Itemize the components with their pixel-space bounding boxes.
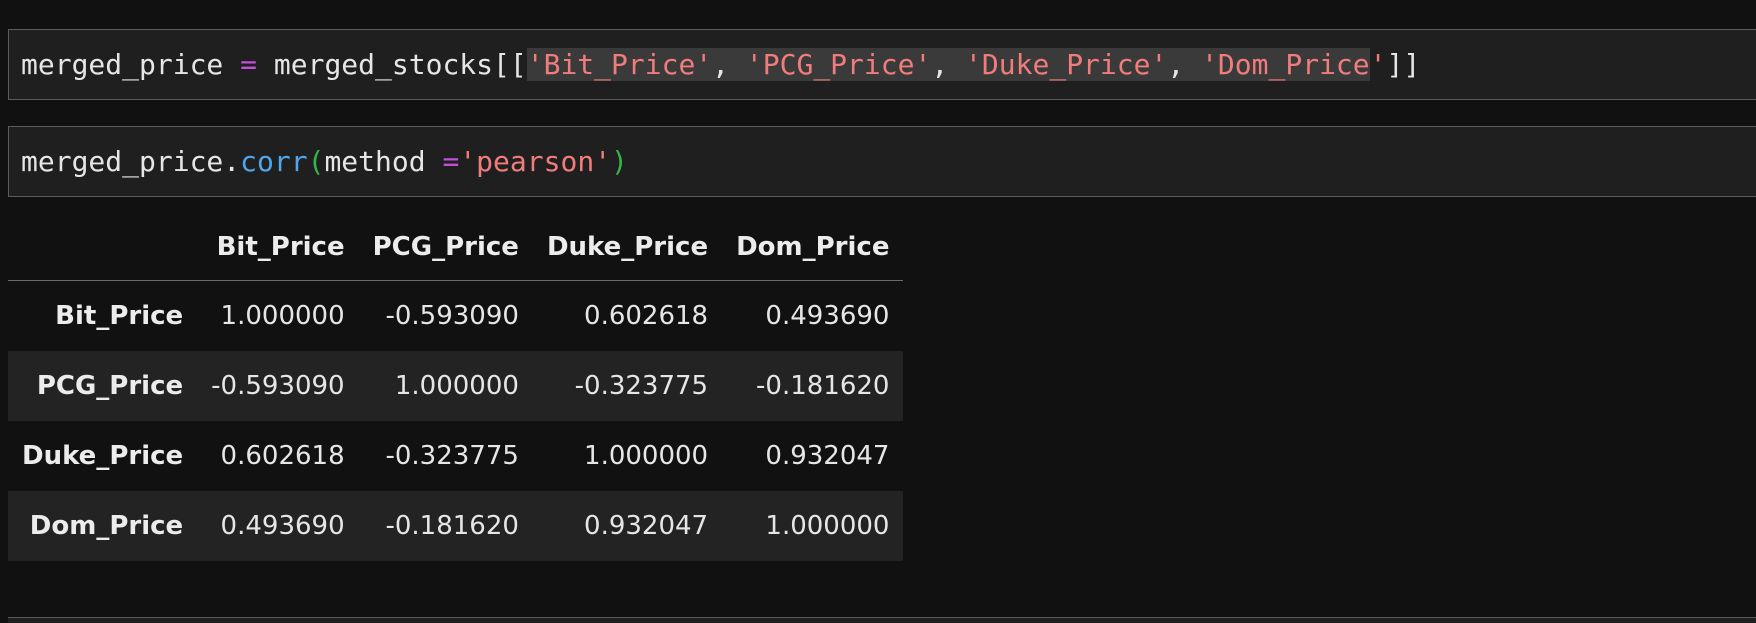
table-cell: -0.181620 bbox=[756, 371, 890, 401]
code-token: merged_price bbox=[21, 48, 241, 81]
code-line-1[interactable]: merged_price = merged_stocks[['Bit_Price… bbox=[21, 48, 1420, 82]
code-token: 'Duke_Price' bbox=[965, 48, 1168, 81]
table-cell: 1.000000 bbox=[220, 301, 345, 331]
code-token: 'pearson' bbox=[459, 145, 612, 178]
code-token: merged_stocks[[ bbox=[257, 48, 527, 81]
table-cell: 1.000000 bbox=[584, 441, 709, 471]
code-token: = bbox=[240, 48, 258, 81]
table-cell: -0.593090 bbox=[385, 301, 519, 331]
code-token: ( bbox=[307, 145, 325, 178]
table-cell: 0.493690 bbox=[765, 301, 890, 331]
table-cell: 0.602618 bbox=[584, 301, 709, 331]
code-token: , bbox=[931, 48, 966, 81]
table-cell: -0.593090 bbox=[211, 371, 345, 401]
table-row: Duke_Price 0.602618 -0.323775 1.000000 0… bbox=[8, 421, 903, 491]
table-cell: -0.323775 bbox=[385, 441, 519, 471]
table-row: Dom_Price 0.493690 -0.181620 0.932047 1.… bbox=[8, 491, 904, 561]
code-cell-1[interactable]: merged_price = merged_stocks[['Bit_Price… bbox=[8, 29, 1756, 100]
table-cell: 0.493690 bbox=[220, 511, 345, 541]
column-header: Bit_Price bbox=[197, 213, 359, 281]
table-row: Bit_Price 1.000000 -0.593090 0.602618 0.… bbox=[8, 281, 903, 352]
code-token: corr bbox=[240, 145, 308, 178]
table-cell: 0.602618 bbox=[220, 441, 345, 471]
correlation-table: Bit_Price PCG_Price Duke_Price Dom_Price… bbox=[8, 213, 904, 561]
column-header: PCG_Price bbox=[358, 213, 533, 281]
column-header: Duke_Price bbox=[532, 213, 723, 281]
table-cell: 1.000000 bbox=[394, 371, 519, 401]
table-cell: -0.181620 bbox=[385, 511, 519, 541]
table-cell: 1.000000 bbox=[765, 511, 890, 541]
table-cell: -0.323775 bbox=[574, 371, 709, 401]
code-token: 'Dom_Price bbox=[1201, 48, 1370, 81]
table-cell: 0.932047 bbox=[584, 511, 709, 541]
table-header-row: Bit_Price PCG_Price Duke_Price Dom_Price bbox=[8, 213, 904, 281]
code-token: 'Bit_Price' bbox=[526, 48, 713, 81]
code-token: = bbox=[442, 145, 460, 178]
table-row: PCG_Price -0.593090 1.000000 -0.323775 -… bbox=[8, 351, 904, 421]
code-token: , bbox=[1167, 48, 1202, 81]
code-token: , bbox=[712, 48, 746, 81]
code-token: method bbox=[324, 145, 443, 178]
code-token: 'PCG_Price' bbox=[745, 48, 932, 81]
index-header bbox=[8, 213, 198, 281]
row-index: Dom_Price bbox=[29, 511, 184, 541]
code-cell-2[interactable]: merged_price.corr(method ='pearson') bbox=[8, 126, 1756, 197]
code-token: merged_price. bbox=[21, 145, 241, 178]
column-header: Dom_Price bbox=[722, 213, 904, 281]
row-index: Duke_Price bbox=[22, 441, 184, 471]
row-index: PCG_Price bbox=[36, 371, 184, 401]
code-token: ]] bbox=[1386, 48, 1421, 81]
code-token: ) bbox=[611, 145, 628, 178]
code-token: ' bbox=[1369, 48, 1387, 81]
code-line-2[interactable]: merged_price.corr(method ='pearson') bbox=[21, 145, 628, 179]
row-index: Bit_Price bbox=[55, 301, 184, 331]
next-code-cell[interactable] bbox=[8, 617, 1756, 623]
table-cell: 0.932047 bbox=[765, 441, 890, 471]
